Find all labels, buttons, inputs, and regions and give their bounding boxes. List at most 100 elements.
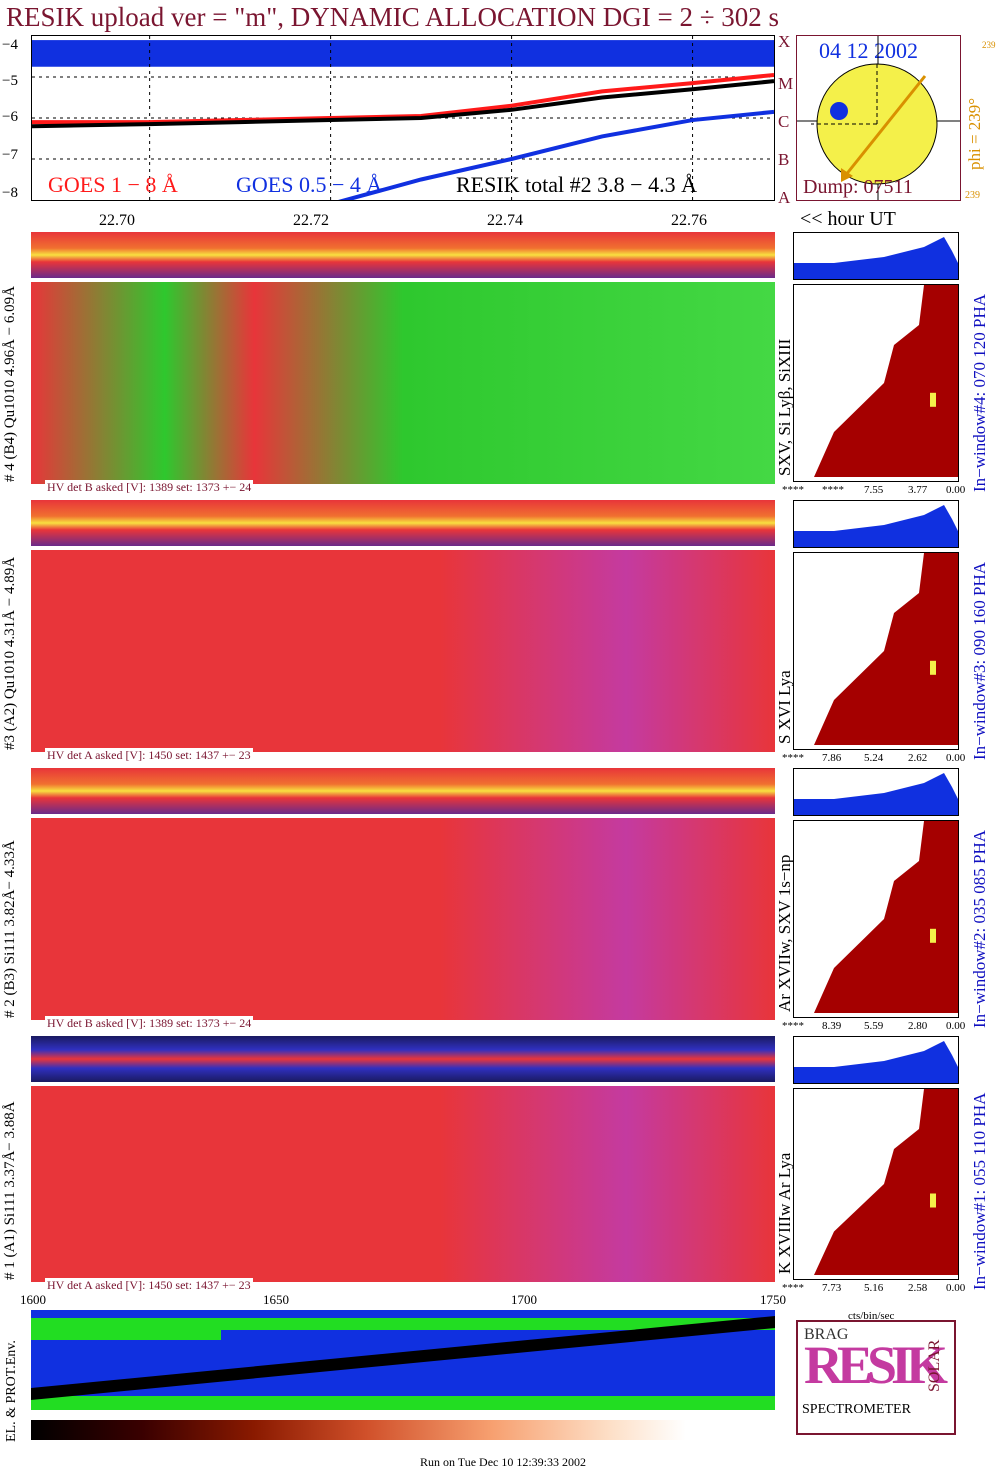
run-label: Run on Tue Dec 10 12:39:33 2002 — [420, 1455, 587, 1469]
hv-label: HV det B asked [V]: 1389 set: 1373 +− 24 — [45, 1016, 254, 1031]
channel-left-label: #3 (A2) Qu1010 4.31Å − 4.89Å — [2, 556, 18, 750]
channel-spectrum — [31, 550, 775, 752]
time-tick: 22.74 — [487, 212, 523, 229]
channel-spectrum — [31, 818, 775, 1020]
channel-panel: HV det B asked [V]: 1389 set: 1373 +− 24… — [31, 768, 794, 1031]
pha-tick: **** — [782, 752, 804, 764]
window-label: In−window#3: 090 160 PHA — [970, 561, 989, 760]
channel-strip — [31, 768, 775, 814]
pha-top — [793, 500, 959, 548]
goes-class-labels: X M C B A — [776, 30, 794, 207]
goes-band — [32, 40, 774, 67]
channel-panel: HV det B asked [V]: 1389 set: 1373 +− 24… — [31, 232, 794, 495]
page-title: RESIK upload ver = "m", DYNAMIC ALLOCATI… — [6, 2, 780, 32]
ytick: −6 — [2, 109, 18, 125]
ytick: −8 — [2, 185, 18, 201]
channel-panel: HV det A asked [V]: 1450 set: 1437 +− 23… — [31, 1036, 794, 1293]
phi-label: phi = 239° — [965, 97, 984, 170]
window-label: In−window#2: 035 085 PHA — [970, 829, 989, 1028]
pha-main — [793, 552, 959, 750]
channel-left-label: # 1 (A1) Si111 3.37Å− 3.88Å — [2, 1101, 18, 1280]
hv-label: HV det A asked [V]: 1450 set: 1437 +− 23 — [45, 748, 253, 763]
pha-top — [793, 1036, 959, 1084]
pha-top — [793, 768, 959, 816]
pha-tick: 8.39 — [822, 1020, 842, 1032]
pha-axis: **** **** 7.55 3.77 0.00 — [782, 484, 966, 498]
class-m: M — [778, 74, 794, 93]
bottom-axis: 1600 1650 1700 1750 — [20, 1292, 800, 1312]
channel-left-label: # 4 (B4) Qu1010 4.96Å − 6.09Å — [2, 286, 18, 482]
hv-label: HV det B asked [V]: 1389 set: 1373 +− 24 — [45, 480, 254, 495]
goes-lines — [32, 36, 774, 200]
pha-tick: 0.00 — [946, 1020, 966, 1032]
class-c: C — [778, 112, 790, 131]
channel-lines-label: SXV, Si Lyβ, SiXIII — [775, 338, 794, 476]
logo-brag: BRAG — [804, 1326, 849, 1343]
pha-tick: 5.16 — [864, 1282, 884, 1294]
logo-solar: SOLAR — [926, 1339, 943, 1392]
channel-lines-label: K XVIIIw Ar Lya — [775, 1152, 794, 1274]
hv-label: HV det A asked [V]: 1450 set: 1437 +− 23 — [45, 1278, 253, 1293]
channel-strip — [31, 232, 775, 278]
class-a: A — [778, 188, 791, 207]
channel-panel: HV det A asked [V]: 1450 set: 1437 +− 23… — [31, 500, 794, 763]
pha-tick: 7.73 — [822, 1282, 842, 1294]
series-line — [32, 72, 774, 125]
channel-lines-label: Ar XVIIw, SXV 1s−np — [775, 854, 794, 1012]
bottom-tick: 1650 — [263, 1292, 289, 1307]
logo-resik: RESIK — [804, 1335, 948, 1395]
channel-strip — [31, 500, 775, 546]
pha-tick: 5.24 — [864, 752, 884, 764]
ytick: −7 — [2, 147, 18, 163]
phi-small: 239 — [982, 40, 996, 50]
channel-spectrum — [31, 282, 775, 484]
pha-axis: **** 8.39 5.59 2.80 0.00 — [782, 1020, 966, 1034]
pha-tick: 0.00 — [946, 484, 966, 496]
pha-tick: 0.00 — [946, 752, 966, 764]
goes-plot: GOES 1 − 8 Å GOES 0.5 − 4 Å RESIK total … — [31, 35, 775, 201]
bottom-tick: 1700 — [511, 1292, 537, 1307]
pha-tick: **** — [782, 1282, 804, 1294]
time-tick: 22.70 — [99, 212, 135, 229]
pha-tick: 5.59 — [864, 1020, 884, 1032]
pha-tick: 0.00 — [946, 1282, 966, 1294]
channel-spectrum — [31, 1086, 775, 1282]
pha-tick: 2.80 — [908, 1020, 928, 1032]
sun-panel: 04 12 2002 Dump: 07511 — [796, 35, 961, 201]
time-tick: 22.76 — [671, 212, 707, 229]
channel-strip — [31, 1036, 775, 1082]
pha-tick: 2.58 — [908, 1282, 928, 1294]
pha-main — [793, 284, 959, 482]
pha-main — [793, 1088, 959, 1280]
pha-axis: **** 7.73 5.16 2.58 0.00 — [782, 1282, 966, 1296]
logo-spectrometer: SPECTROMETER — [802, 1402, 911, 1417]
channel-lines-label: S XVI Lya — [775, 670, 794, 744]
legend-resik-total: RESIK total #2 3.8 − 4.3 Å — [456, 172, 697, 197]
class-b: B — [778, 150, 790, 169]
sun-disk — [797, 36, 960, 200]
channel-left-label: # 2 (B3) Si111 3.82Å− 4.33Å — [2, 840, 18, 1018]
phi-bottom: 239 — [965, 190, 980, 201]
ytick: −4 — [2, 37, 18, 53]
pha-tick: 7.86 — [822, 752, 842, 764]
pha-tick: 7.55 — [864, 484, 884, 496]
series-line — [32, 79, 774, 129]
pha-tick: **** — [782, 484, 804, 496]
legend-goes-short: GOES 0.5 − 4 Å — [236, 172, 383, 197]
bottom-tick: 1750 — [760, 1292, 786, 1307]
pha-axis: **** 7.86 5.24 2.62 0.00 — [782, 752, 966, 766]
pha-top — [793, 232, 959, 280]
window-label: In−window#1: 055 110 PHA — [970, 1092, 989, 1290]
pha-tick: 2.62 — [908, 752, 928, 764]
colorbar — [31, 1420, 775, 1440]
pha-tick: **** — [822, 484, 844, 496]
time-axis: 22.70 22.72 22.74 22.76 — [31, 212, 775, 232]
series-line — [338, 109, 774, 200]
ytick: −5 — [2, 73, 18, 89]
resik-logo: BRAG RESIK SOLAR SPECTROMETER — [796, 1320, 956, 1435]
pha-tick: **** — [782, 1020, 804, 1032]
class-x: X — [778, 32, 791, 51]
time-tick: 22.72 — [293, 212, 329, 229]
dump-label: Dump: 07511 — [803, 176, 913, 198]
env-label: EL. & PROT.Env. — [4, 1340, 19, 1442]
